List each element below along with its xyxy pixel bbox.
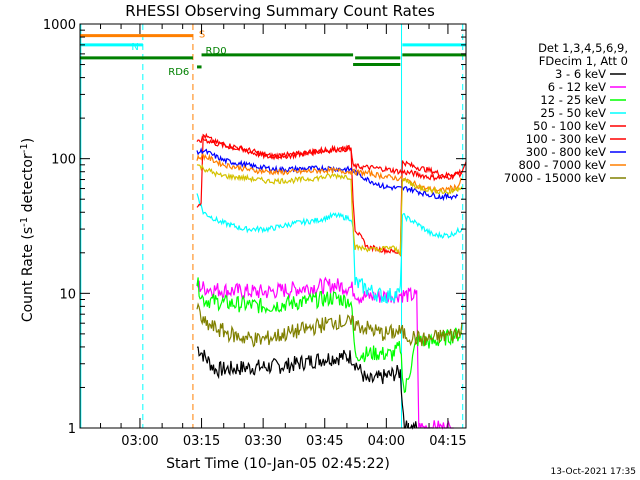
- legend-entry-label: 800 - 7000 keV: [518, 158, 606, 172]
- y-axis-label: Count Rate (s-1 detector-1): [19, 138, 36, 322]
- series-line: [196, 135, 463, 182]
- plot-frame: [79, 23, 467, 429]
- legend-entry-label: 6 - 12 keV: [548, 80, 606, 94]
- y-tick-label: 10: [59, 287, 76, 302]
- series-line: [196, 302, 463, 348]
- state-label-rd6: RD6: [168, 67, 189, 78]
- legend-header-line: FDecim 1, Att 0: [539, 54, 628, 68]
- y-tick-label: 100: [51, 153, 76, 168]
- series-line: [196, 193, 463, 304]
- x-tick-label: 04:00: [368, 434, 405, 449]
- x-axis-label: Start Time (10-Jan-05 02:45:22): [166, 456, 390, 472]
- series-line: [196, 276, 454, 430]
- series-line: [196, 277, 463, 394]
- legend-entry-label: 300 - 800 keV: [526, 145, 606, 159]
- legend-entry-label: 50 - 100 keV: [533, 119, 606, 133]
- legend-entry-label: 25 - 50 keV: [540, 106, 606, 120]
- x-tick-label: 03:45: [306, 434, 343, 449]
- series-line: [196, 163, 463, 257]
- legend-entry-label: 100 - 300 keV: [526, 132, 606, 146]
- series-line: [196, 153, 463, 194]
- state-label-n: N: [131, 42, 138, 53]
- legend-entry-label: 7000 - 15000 keV: [504, 171, 606, 185]
- state-label-s: S: [199, 30, 205, 41]
- legend-entry-label: 12 - 25 keV: [540, 93, 606, 107]
- legend: Det 1,3,4,5,6,9,FDecim 1, Att 03 - 6 keV…: [504, 41, 628, 185]
- x-tick-label: 03:00: [121, 434, 158, 449]
- generated-timestamp: 13-Oct-2021 17:35: [551, 467, 636, 477]
- legend-entry-label: 3 - 6 keV: [555, 67, 606, 81]
- state-label-rd0: RD0: [206, 46, 227, 57]
- y-tick-label: 1: [68, 422, 76, 437]
- x-tick-label: 03:30: [244, 434, 281, 449]
- chart-title: RHESSI Observing Summary Count Rates: [125, 2, 435, 20]
- x-tick-label: 04:15: [429, 434, 466, 449]
- y-tick-label: 1000: [43, 18, 76, 33]
- legend-header-line: Det 1,3,4,5,6,9,: [538, 41, 628, 55]
- series-line: [196, 346, 418, 430]
- x-tick-label: 03:15: [183, 434, 220, 449]
